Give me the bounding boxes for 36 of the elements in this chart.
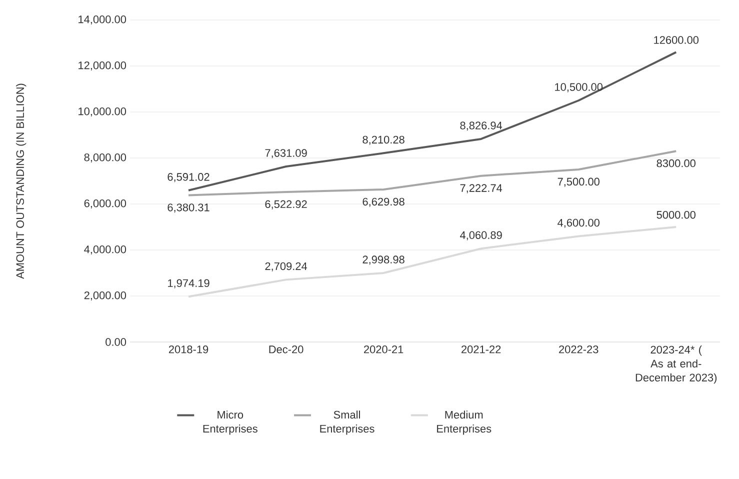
data-label: 12600.00 [654,36,699,44]
x-tick-label: 2023-24* ( As at end-December 2023) [636,346,717,384]
x-tick-label: 2020-21 [364,346,404,354]
data-label: 2,709.24 [265,262,308,272]
data-label: 4,600.00 [558,218,600,228]
data-label: 6,591.02 [168,173,210,182]
legend-label: Micro Enterprises [203,410,258,435]
data-label: 1,974.19 [168,279,210,288]
y-tick-label: 4,000.00 [84,245,126,255]
legend-label: Medium Enterprises [437,410,492,435]
y-tick-label: 8,000.00 [84,153,126,163]
data-label: 8,826.94 [460,122,502,131]
y-tick-label: 14,000.00 [78,15,126,25]
data-label: 8300.00 [656,159,696,168]
x-tick-label: 2021-22 [462,346,501,354]
data-label: 2,998.98 [362,256,404,265]
y-tick-label: 12,000.00 [78,61,126,71]
y-tick-label: 0.00 [106,338,126,346]
data-label: 6,629.98 [362,198,404,207]
x-tick-label: 2018-19 [168,346,208,354]
data-label: 4,060.89 [460,231,502,240]
data-label: 6,380.31 [168,204,210,213]
data-label: 8,210.28 [362,136,404,145]
y-tick-label: 6,000.00 [84,199,126,209]
y-axis-title: AMOUNT OUTSTANDING (IN BILLION) [16,84,26,279]
data-label: 7,631.09 [265,149,307,158]
data-label: 7,222.74 [460,184,502,194]
x-tick-label: Dec-20 [269,346,304,354]
data-label: 10,500.00 [555,83,603,92]
data-label: 5000.00 [656,210,696,219]
y-tick-label: 2,000.00 [84,291,126,301]
legend-label: Small Enterprises [320,410,374,435]
data-label: 6,522.92 [265,200,307,210]
data-label: 7,500.00 [558,178,600,187]
y-tick-label: 10,000.00 [78,107,126,117]
x-tick-label: 2022-23 [559,346,598,354]
